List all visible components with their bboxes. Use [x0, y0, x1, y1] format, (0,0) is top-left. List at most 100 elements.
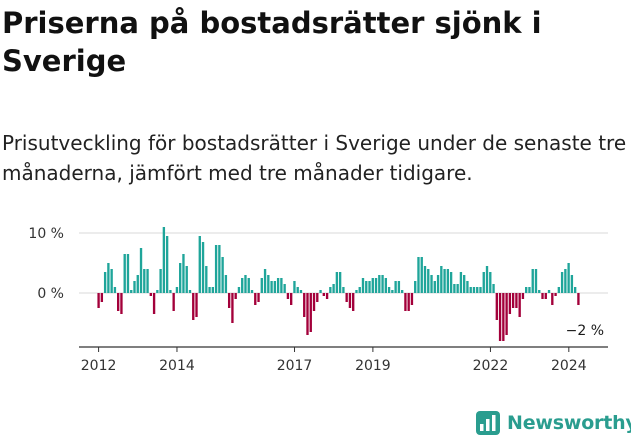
bar-positive [466, 281, 469, 293]
bar-positive [175, 287, 179, 293]
bar-positive [342, 287, 345, 293]
bar-negative [117, 293, 120, 311]
bar-positive [260, 278, 263, 293]
bar-positive [365, 281, 368, 293]
bar-positive [296, 287, 299, 293]
bar-positive [247, 278, 250, 293]
bar-negative [511, 293, 515, 308]
y-tick-label: 0 % [37, 286, 64, 302]
bar-positive [443, 269, 446, 293]
bar-positive [463, 275, 466, 293]
bar-positive [179, 263, 182, 293]
bar-positive [384, 278, 388, 293]
bar-negative [322, 293, 325, 296]
bar-positive [453, 284, 456, 293]
bar-negative [286, 293, 290, 299]
bar-positive [492, 284, 495, 293]
bar-negative [254, 293, 257, 305]
bar-positive [567, 263, 570, 293]
bar-positive [110, 269, 113, 293]
chart-title: Priserna på bostadsrätter sjönk i Sverig… [2, 6, 542, 78]
bar-positive [136, 275, 139, 293]
x-tick-label: 2019 [355, 358, 391, 374]
bar-positive [358, 287, 361, 293]
bar-chart: 0 % 10 % 2012 2014 2017 2019 2022 2024 −2 % [28, 226, 608, 374]
bar-positive [263, 269, 267, 293]
bar-positive [123, 254, 126, 293]
bar-positive [162, 227, 166, 293]
bar-positive [564, 269, 567, 293]
x-tick-label: 2024 [551, 358, 587, 374]
bar-negative [192, 293, 195, 320]
bar-positive [198, 236, 201, 293]
bar-positive [368, 281, 371, 293]
bar-positive [299, 290, 303, 293]
brand-name: Newsworthy [507, 412, 631, 434]
bar-positive [433, 281, 436, 293]
bar-positive [250, 290, 254, 293]
bar-negative [316, 293, 319, 302]
bar-positive [103, 272, 107, 293]
bar-positive [469, 287, 472, 293]
bar-positive [547, 290, 551, 293]
bar-positive [449, 272, 453, 293]
bar-negative [495, 293, 498, 320]
x-tick-label: 2014 [159, 358, 195, 374]
chart-subtitle: Prisutveckling för bostadsrätter i Sveri… [2, 131, 627, 185]
bar-positive [156, 290, 159, 293]
bar-positive [489, 272, 492, 293]
bar-negative [515, 293, 518, 308]
bar-negative [195, 293, 198, 317]
bar-positive [293, 281, 296, 293]
bar-negative [577, 293, 580, 305]
bar-positive [440, 266, 443, 293]
bar-positive [397, 281, 401, 293]
bar-positive [371, 278, 374, 293]
bar-negative [312, 293, 316, 311]
bar-positive [361, 278, 365, 293]
bar-positive [211, 287, 215, 293]
bar-positive [414, 281, 417, 293]
bar-positive [319, 290, 322, 293]
bar-positive [531, 269, 534, 293]
bar-positive [420, 257, 423, 293]
bar-negative [325, 293, 329, 299]
bar-positive [224, 275, 228, 293]
bar-positive [205, 266, 208, 293]
bar-positive [476, 287, 479, 293]
bar-positive [335, 272, 339, 293]
bar-positive [218, 245, 221, 293]
bar-negative [97, 293, 100, 308]
bar-negative [352, 293, 355, 311]
bar-positive [400, 290, 404, 293]
bar-positive [394, 281, 397, 293]
bar-positive [270, 281, 273, 293]
bar-negative [541, 293, 544, 299]
bar-negative [149, 293, 152, 296]
bar-negative [518, 293, 521, 317]
bar-positive [417, 257, 420, 293]
bar-negative [554, 293, 557, 296]
bar-positive [126, 254, 130, 293]
bar-positive [436, 275, 440, 293]
bar-positive [423, 266, 427, 293]
bar-positive [456, 284, 459, 293]
bar-negative [227, 293, 231, 308]
bar-positive [378, 275, 381, 293]
bar-negative [234, 293, 237, 299]
bar-positive [472, 287, 476, 293]
bar-negative [120, 293, 123, 314]
bar-positive [139, 248, 143, 293]
bar-negative [551, 293, 554, 305]
bar-positive [276, 278, 280, 293]
bar-positive [208, 287, 211, 293]
bar-positive [560, 272, 564, 293]
bar-negative [508, 293, 512, 314]
bar-positive [159, 269, 162, 293]
x-tick-label: 2022 [473, 358, 509, 374]
bar-positive [185, 266, 188, 293]
bar-positive [237, 287, 241, 293]
bar-positive [570, 275, 574, 293]
bar-positive [280, 278, 283, 293]
bar-negative [172, 293, 175, 311]
